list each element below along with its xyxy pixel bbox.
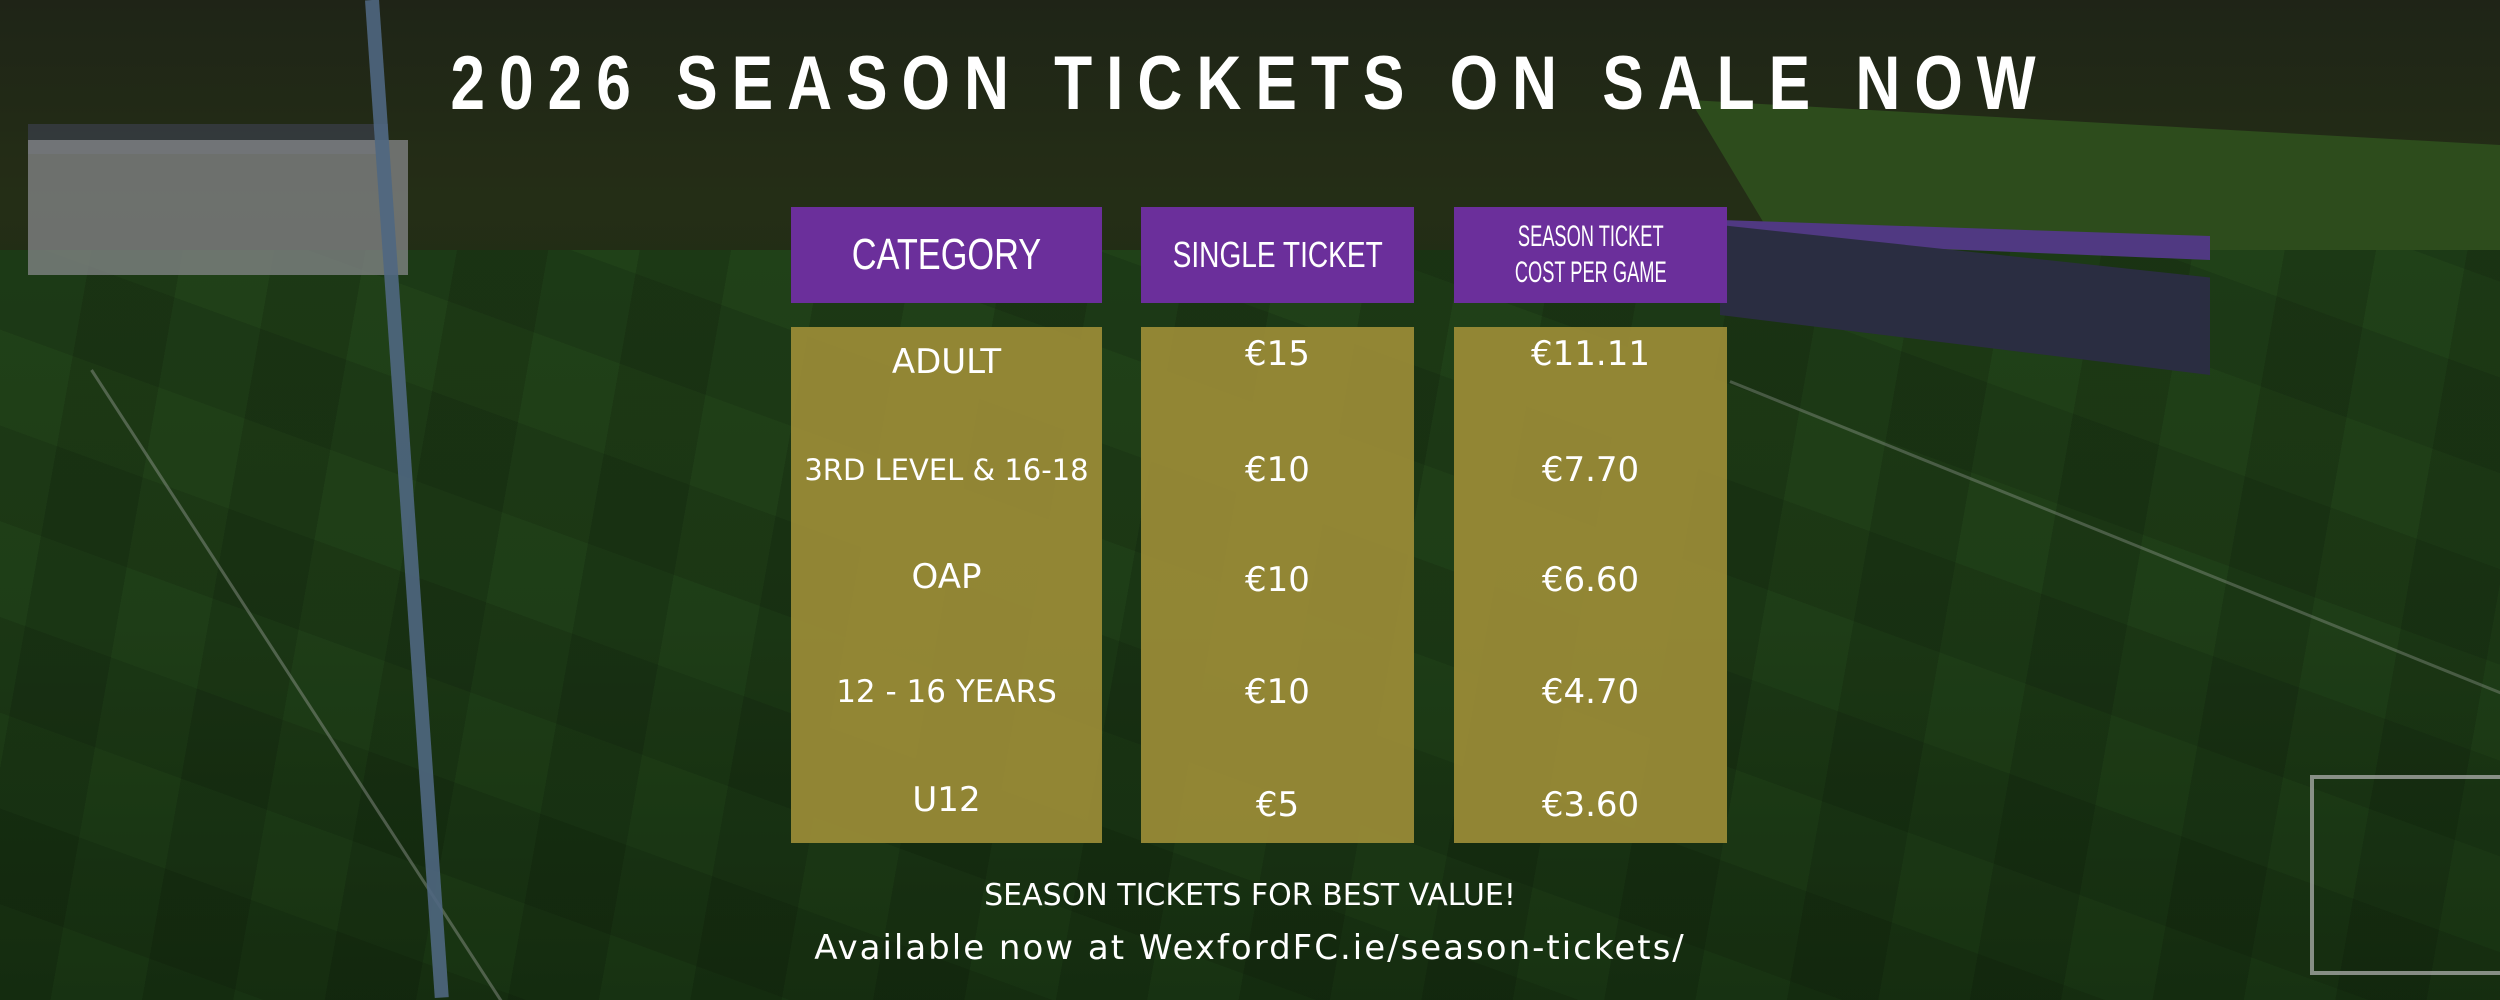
header-category: CATEGORY xyxy=(791,207,1102,303)
single-price-cell: €5 xyxy=(1255,785,1300,825)
tagline: SEASON TICKETS FOR BEST VALUE! xyxy=(984,878,1516,913)
category-column: ADULT 3RD LEVEL & 16-18 OAP 12 - 16 YEAR… xyxy=(791,327,1102,843)
category-cell: U12 xyxy=(912,780,981,820)
goal-net xyxy=(2310,775,2500,975)
season-price-cell: €6.60 xyxy=(1541,560,1640,600)
page-title: 2026 SEASON TICKETS ON SALE NOW xyxy=(450,41,2050,126)
clubhouse-building xyxy=(28,140,408,275)
header-category-label: CATEGORY xyxy=(851,230,1042,279)
single-price-cell: €10 xyxy=(1245,560,1310,600)
header-season-line1: SEASON TICKET xyxy=(1517,220,1664,253)
header-season-ticket: SEASON TICKET COST PER GAME xyxy=(1454,207,1727,303)
header-single-ticket: SINGLE TICKET xyxy=(1141,207,1414,303)
season-ticket-column: €11.11 €7.70 €6.60 €4.70 €3.60 xyxy=(1454,327,1727,843)
single-price-cell: €10 xyxy=(1245,672,1310,712)
header-season-line2: COST PER GAME xyxy=(1514,256,1667,289)
season-price-cell: €4.70 xyxy=(1541,672,1640,712)
category-cell: OAP xyxy=(911,557,982,597)
category-cell: ADULT xyxy=(891,342,1002,382)
category-cell: 12 - 16 YEARS xyxy=(836,674,1057,710)
season-price-cell: €3.60 xyxy=(1541,785,1640,825)
category-cell: 3RD LEVEL & 16-18 xyxy=(804,453,1089,487)
availability-link-text: Available now at WexfordFC.ie/season-tic… xyxy=(814,928,1686,968)
season-price-cell: €11.11 xyxy=(1531,334,1650,374)
season-price-cell: €7.70 xyxy=(1541,450,1640,490)
single-price-cell: €10 xyxy=(1245,450,1310,490)
single-ticket-column: €15 €10 €10 €10 €5 xyxy=(1141,327,1414,843)
header-single-label: SINGLE TICKET xyxy=(1172,234,1383,275)
single-price-cell: €15 xyxy=(1245,334,1310,374)
